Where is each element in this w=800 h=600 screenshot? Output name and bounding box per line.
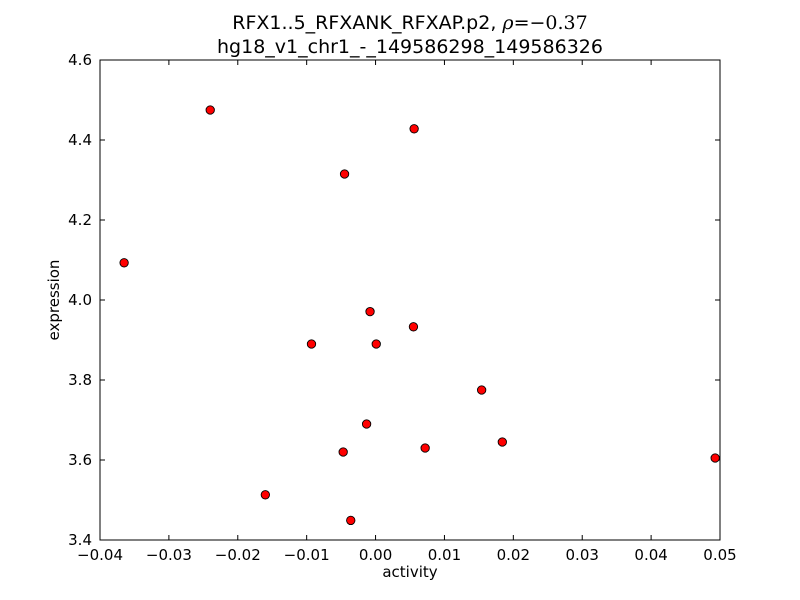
scatter-point — [710, 453, 720, 463]
y-tick-label: 3.8 — [68, 371, 92, 389]
scatter-point — [306, 339, 317, 349]
x-axis-label: activity — [382, 563, 437, 581]
scatter-point — [346, 515, 356, 526]
x-tick-label: −0.02 — [215, 546, 261, 564]
rho-value: =−0.37 — [513, 12, 588, 34]
x-tick-label: −0.03 — [146, 546, 192, 564]
scatter-point — [371, 339, 381, 349]
y-tick-label: 3.4 — [68, 531, 92, 549]
chart-subtitle: hg18_v1_chr1_-_149586298_149586326 — [217, 36, 603, 58]
x-tick-label: 0.01 — [428, 546, 461, 564]
scatter-point — [338, 447, 348, 457]
x-tick-label: 0.02 — [497, 546, 530, 564]
scatter-point — [119, 258, 129, 268]
y-tick-label: 3.6 — [68, 451, 92, 469]
chart-title: RFX1..5_RFXANK_RFXAP.p2, ρ=−0.37 — [0, 12, 800, 34]
chart-title-text: RFX1..5_RFXANK_RFXAP.p2, — [232, 12, 497, 34]
scatter-point — [339, 169, 350, 179]
y-tick-label: 4.2 — [68, 211, 92, 229]
x-tick-label: 0.04 — [634, 546, 667, 564]
scatter-point — [260, 490, 270, 500]
x-tick-label: −0.01 — [284, 546, 330, 564]
x-tick-label: −0.04 — [77, 546, 123, 564]
y-axis-label: expression — [45, 260, 63, 341]
y-tick-label: 4.4 — [68, 131, 92, 149]
y-tick-label: 4.6 — [68, 51, 92, 69]
scatter-point — [420, 443, 430, 453]
scatter-point — [476, 385, 487, 395]
x-tick-label: 0.03 — [566, 546, 599, 564]
scatter-point — [409, 124, 419, 134]
scatter-point — [408, 322, 419, 332]
x-tick-label: 0.05 — [703, 546, 736, 564]
scatter-point — [497, 437, 507, 447]
points-layer — [119, 105, 720, 526]
ticks-layer — [99, 59, 721, 541]
scatter-point — [365, 306, 375, 317]
y-tick-label: 4.0 — [68, 291, 92, 309]
x-tick-label: 0.00 — [359, 546, 392, 564]
labels-layer: −0.04 −0.03 −0.02 −0.01 0.00 0.01 0.02 0.03 0.04… — [68, 51, 737, 564]
plot-frame — [99, 59, 721, 541]
rho-symbol: ρ — [502, 12, 514, 34]
scatter-point — [361, 419, 372, 429]
scatter-point — [205, 105, 215, 115]
